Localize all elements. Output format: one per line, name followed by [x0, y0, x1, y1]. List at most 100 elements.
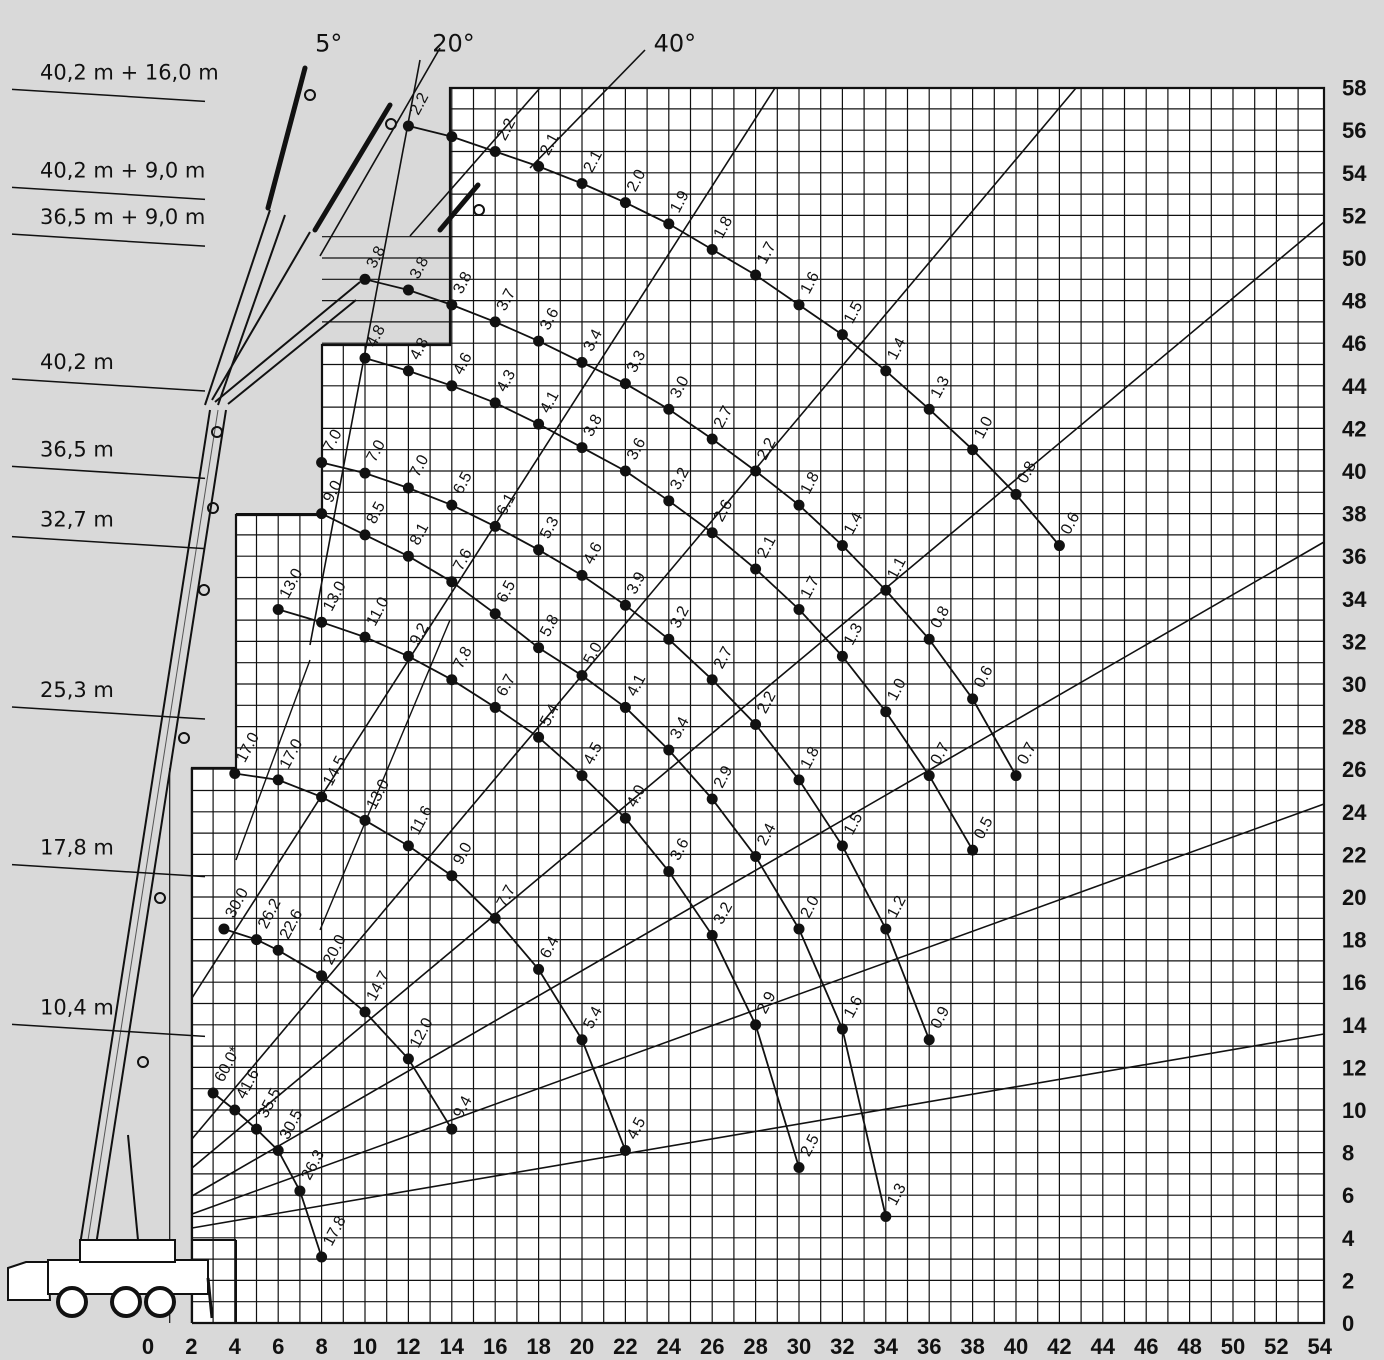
- y-tick-label: 16: [1342, 970, 1366, 995]
- data-point: [402, 1053, 414, 1065]
- outrigger: [206, 1277, 214, 1319]
- data-point: [359, 529, 371, 541]
- boom-label-leader: [11, 535, 206, 550]
- data-point: [359, 631, 371, 643]
- hook-jib-40deg: [473, 204, 485, 216]
- data-point: [619, 701, 631, 713]
- data-point: [663, 865, 675, 877]
- x-tick-label: 46: [1134, 1334, 1158, 1359]
- data-point: [229, 767, 241, 779]
- data-point: [446, 380, 458, 392]
- data-point: [793, 774, 805, 786]
- y-tick-label: 44: [1342, 374, 1367, 399]
- data-point: [576, 669, 588, 681]
- data-point: [533, 544, 545, 556]
- crane-hook-blocks: [137, 89, 485, 1068]
- data-point: [533, 731, 545, 743]
- y-tick-label: 30: [1342, 672, 1366, 697]
- data-point: [576, 442, 588, 454]
- x-tick-label: 30: [787, 1334, 811, 1359]
- boom-label-leader: [11, 1023, 206, 1038]
- data-point: [619, 1144, 631, 1156]
- data-point: [967, 693, 979, 705]
- x-tick-label: 44: [1091, 1334, 1116, 1359]
- data-point: [750, 1019, 762, 1031]
- x-tick-label: 12: [396, 1334, 420, 1359]
- data-point: [880, 1211, 892, 1222]
- boom-label-leader: [11, 465, 206, 480]
- data-point: [446, 299, 458, 311]
- data-point: [663, 403, 675, 415]
- jib-chord-2: [217, 214, 286, 406]
- superstructure: [79, 1239, 176, 1263]
- y-tick-label: 12: [1342, 1055, 1366, 1080]
- data-point: [663, 633, 675, 645]
- data-point: [402, 840, 414, 852]
- x-tick-label: 32: [830, 1334, 854, 1359]
- x-tick-label: 14: [440, 1334, 465, 1359]
- y-tick-label: 42: [1342, 416, 1366, 441]
- data-point: [836, 540, 848, 552]
- wheel-1: [56, 1286, 88, 1318]
- data-point: [402, 482, 414, 494]
- hook-jib-5deg: [304, 89, 316, 101]
- angle-line-2: [191, 87, 1077, 1140]
- jib-angle-labels: 5° 20° 40°: [315, 29, 696, 57]
- data-point: [251, 934, 262, 946]
- data-point: [316, 791, 328, 803]
- data-point: [750, 465, 762, 477]
- data-point: [402, 120, 414, 132]
- x-tick-label: 4: [229, 1334, 242, 1359]
- data-point: [576, 356, 588, 368]
- x-tick-label: 2: [185, 1334, 197, 1359]
- x-tick-label: 24: [657, 1334, 682, 1359]
- luffing-cylinder: [127, 1134, 139, 1241]
- data-point: [750, 851, 762, 863]
- data-point: [229, 1104, 241, 1116]
- jib-extension-5deg: [265, 65, 308, 211]
- boom-angle-lines: [191, 87, 1325, 1229]
- data-point: [446, 1123, 458, 1135]
- data-point: [359, 467, 371, 479]
- jib-chord-4: [214, 281, 361, 403]
- y-tick-label: 26: [1342, 757, 1366, 782]
- y-tick-label: 38: [1342, 502, 1366, 527]
- y-tick-label: 54: [1342, 161, 1367, 186]
- y-tick-label: 58: [1342, 76, 1366, 101]
- data-point: [923, 633, 935, 645]
- data-point: [706, 929, 718, 941]
- y-tick-label: 52: [1342, 203, 1366, 228]
- y-tick-label: 28: [1342, 715, 1366, 740]
- data-point: [446, 499, 458, 511]
- data-point: [836, 1023, 848, 1035]
- data-point: [446, 870, 458, 882]
- y-tick-label: 10: [1342, 1098, 1366, 1123]
- boom-length-label: 40,2 m + 9,0 m: [40, 158, 205, 182]
- data-point: [706, 243, 718, 255]
- data-point: [880, 584, 892, 596]
- data-point: [446, 674, 458, 686]
- x-tick-label: 16: [483, 1334, 507, 1359]
- data-point: [402, 365, 414, 377]
- data-point: [316, 456, 328, 468]
- boom-length-labels: 40,2 m + 16,0 m 40,2 m + 9,0 m 36,5 m + 9,…: [11, 60, 219, 1038]
- boom-label-leader: [11, 706, 206, 720]
- data-point: [402, 550, 414, 562]
- data-point: [619, 599, 631, 611]
- data-point: [663, 495, 675, 507]
- y-axis-tick-labels: 0246810121416182022242628303234363840424…: [1342, 76, 1367, 1336]
- x-tick-label: 18: [526, 1334, 550, 1359]
- boom-length-label: 36,5 m + 9,0 m: [40, 205, 205, 229]
- y-tick-label: 14: [1342, 1013, 1367, 1038]
- data-point: [836, 650, 848, 662]
- data-point: [316, 970, 328, 982]
- y-tick-label: 18: [1342, 928, 1366, 953]
- data-point: [218, 923, 230, 935]
- boom-label-leader: [11, 863, 206, 878]
- boom-length-label: 25,3 m: [40, 678, 114, 702]
- angle-line-6: [191, 1033, 1325, 1229]
- x-tick-label: 52: [1264, 1334, 1288, 1359]
- data-point: [359, 273, 371, 285]
- y-tick-label: 48: [1342, 289, 1366, 314]
- data-point: [489, 397, 501, 409]
